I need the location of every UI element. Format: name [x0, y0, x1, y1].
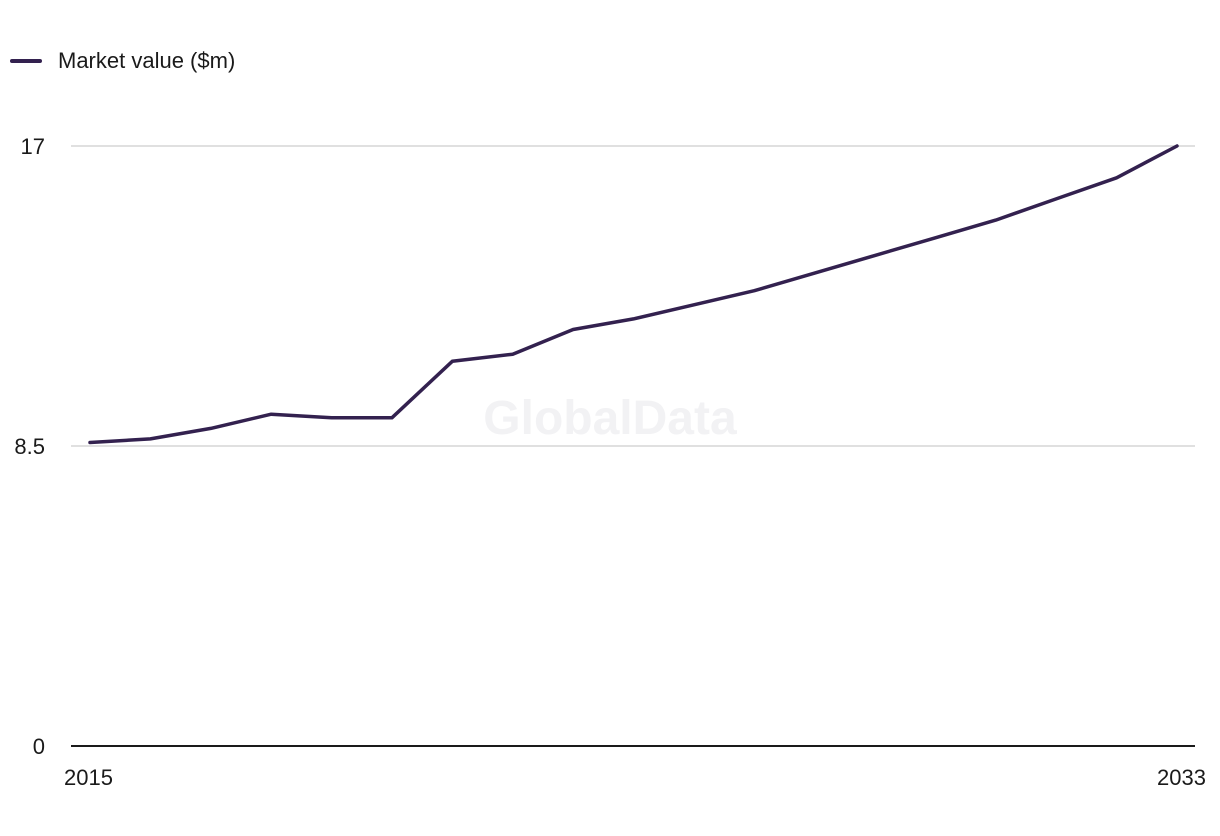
- y-tick-label: 8.5: [14, 434, 45, 459]
- chart-legend: Market value ($m): [10, 44, 235, 78]
- y-tick-label: 17: [21, 134, 45, 159]
- gridlines: [71, 145, 1195, 447]
- x-tick-label: 2033: [1157, 765, 1206, 790]
- series-layer: [88, 144, 1179, 445]
- legend-swatch: [10, 59, 42, 63]
- x-tick-label: 2015: [64, 765, 113, 790]
- series-line: [88, 144, 1179, 445]
- y-axis-ticks: 0 8.5 17: [14, 134, 45, 759]
- watermark: GlobalData: [483, 392, 737, 445]
- legend-label: Market value ($m): [58, 48, 236, 73]
- y-tick-label: 0: [33, 734, 45, 759]
- x-axis-ticks: 2015 2033: [64, 765, 1206, 790]
